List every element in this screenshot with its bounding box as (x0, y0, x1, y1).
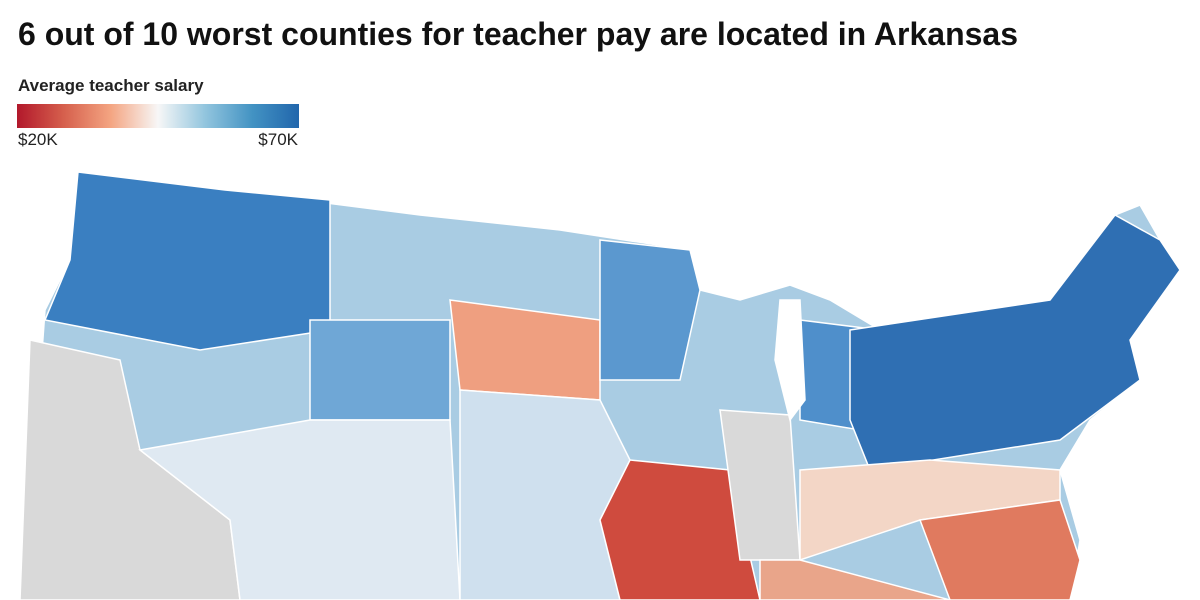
region-southwest (138, 419, 461, 600)
region-northwest (43, 171, 331, 351)
region-southeast (759, 559, 951, 600)
title: 6 out of 10 worst counties for teacher p… (18, 16, 1019, 52)
region-northeast (849, 214, 1181, 471)
color-scale-bar (17, 104, 299, 128)
legend-title: Average teacher salary (18, 76, 204, 95)
legend-max-label: $70K (258, 130, 298, 149)
region-missouri-arkansas (599, 459, 761, 600)
lake-michigan (774, 299, 806, 422)
legend-min-label: $20K (18, 130, 58, 149)
region-minnesota (599, 239, 701, 381)
region-plains (459, 389, 631, 600)
region-carolinas (918, 499, 1081, 600)
region-mountain (309, 319, 451, 421)
color-scale (17, 104, 299, 128)
